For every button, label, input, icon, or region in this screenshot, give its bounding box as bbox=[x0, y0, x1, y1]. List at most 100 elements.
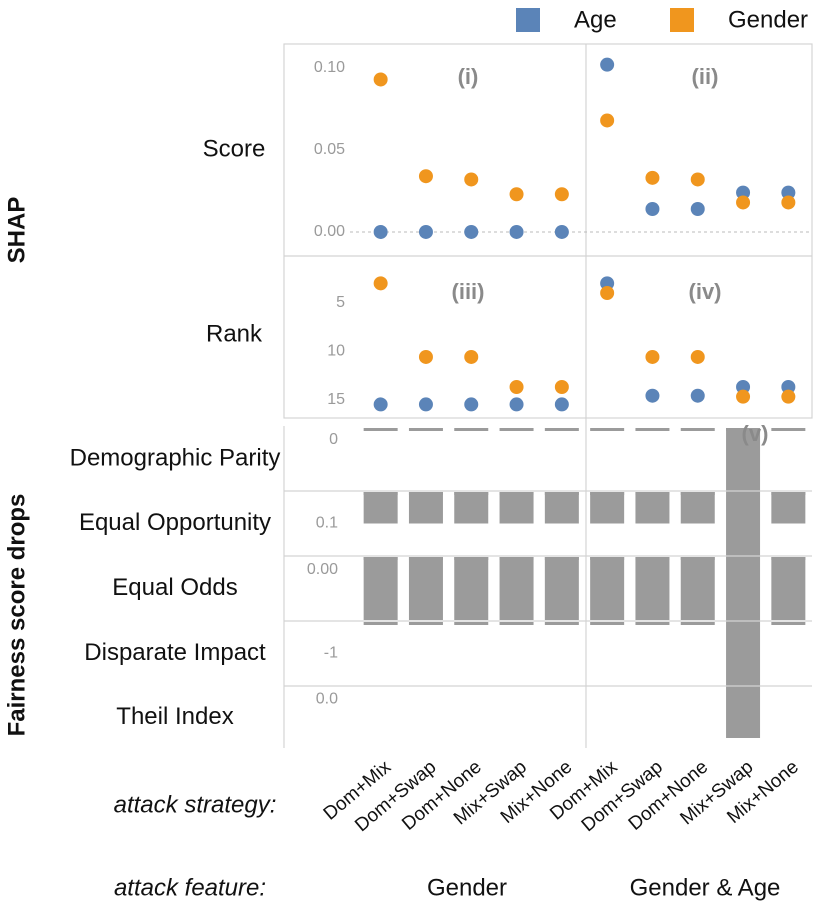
panel-label: (v) bbox=[742, 421, 769, 446]
point bbox=[781, 389, 796, 404]
point bbox=[690, 202, 705, 216]
bar-cap bbox=[680, 557, 715, 560]
y-axis-label: Rank bbox=[206, 320, 263, 347]
point bbox=[781, 195, 796, 210]
point bbox=[373, 72, 388, 87]
point bbox=[600, 276, 615, 291]
bar-cap bbox=[408, 622, 443, 625]
y-tick-label: 0.00 bbox=[307, 561, 338, 578]
y-tick-label: 0.05 bbox=[314, 141, 345, 158]
bar bbox=[680, 492, 715, 524]
point bbox=[509, 224, 524, 239]
bar-cap bbox=[635, 428, 670, 431]
point bbox=[645, 388, 660, 403]
point bbox=[509, 379, 524, 394]
bar-cap bbox=[363, 428, 398, 431]
bar-cap bbox=[363, 622, 398, 625]
bar-cap bbox=[726, 428, 761, 431]
bar-cap bbox=[635, 557, 670, 560]
bar-cap bbox=[363, 492, 398, 495]
bar bbox=[454, 492, 489, 524]
point bbox=[645, 170, 660, 185]
bar-cap bbox=[544, 492, 579, 495]
row-label: SHAP bbox=[3, 197, 30, 264]
metric-label: Equal Opportunity bbox=[79, 509, 271, 536]
bar bbox=[363, 557, 398, 620]
bar-cap bbox=[408, 428, 443, 431]
bar-cap bbox=[680, 492, 715, 495]
point bbox=[690, 349, 705, 364]
bar-cap bbox=[590, 622, 625, 625]
point bbox=[464, 397, 479, 412]
bar-cap bbox=[544, 557, 579, 560]
point bbox=[418, 224, 433, 239]
legend-swatch bbox=[516, 8, 540, 32]
bar-cap bbox=[499, 428, 534, 431]
feature-label: attack feature: bbox=[114, 874, 266, 901]
bar-cap bbox=[454, 622, 489, 625]
bar-cap bbox=[454, 428, 489, 431]
legend-swatch bbox=[670, 8, 694, 32]
point bbox=[600, 286, 615, 301]
bar-cap bbox=[680, 622, 715, 625]
point bbox=[600, 57, 615, 72]
bar bbox=[726, 428, 761, 738]
bar bbox=[635, 492, 670, 524]
point bbox=[736, 389, 751, 404]
point bbox=[418, 349, 433, 364]
strategy-label: attack strategy: bbox=[114, 791, 277, 818]
point bbox=[418, 397, 433, 412]
bar bbox=[771, 492, 806, 524]
bar-cap bbox=[635, 492, 670, 495]
point bbox=[736, 379, 751, 394]
bar-cap bbox=[771, 557, 806, 560]
bar bbox=[590, 492, 625, 524]
bar-cap bbox=[590, 557, 625, 560]
y-tick-label: 5 bbox=[336, 294, 345, 311]
bar bbox=[499, 557, 534, 620]
bar-cap bbox=[635, 622, 670, 625]
point bbox=[509, 397, 524, 412]
bar bbox=[635, 557, 670, 620]
bar bbox=[771, 557, 806, 620]
metric-label: Equal Odds bbox=[112, 574, 237, 601]
group-label: Gender bbox=[427, 874, 507, 901]
point bbox=[554, 187, 569, 202]
point bbox=[781, 185, 796, 200]
point bbox=[509, 187, 524, 202]
bar-cap bbox=[544, 622, 579, 625]
bar-cap bbox=[408, 557, 443, 560]
y-tick-label: 0.10 bbox=[314, 59, 345, 76]
metric-label: Demographic Parity bbox=[70, 444, 281, 471]
bar bbox=[680, 557, 715, 620]
y-tick-label: 0.00 bbox=[314, 223, 345, 240]
bar-cap bbox=[454, 492, 489, 495]
bar bbox=[499, 492, 534, 524]
point bbox=[418, 169, 433, 184]
bar bbox=[590, 557, 625, 620]
point bbox=[373, 224, 388, 239]
shap-frame bbox=[283, 43, 813, 419]
bar-cap bbox=[680, 428, 715, 431]
point bbox=[464, 349, 479, 364]
point bbox=[554, 379, 569, 394]
bar-cap bbox=[771, 428, 806, 431]
panel-label: (ii) bbox=[692, 64, 719, 89]
bar bbox=[408, 557, 443, 620]
bar-cap bbox=[499, 492, 534, 495]
bar bbox=[363, 492, 398, 524]
metric-label: Disparate Impact bbox=[84, 639, 266, 666]
y-axis-label: Score bbox=[203, 135, 266, 162]
group-label: Gender & Age bbox=[630, 874, 781, 901]
point bbox=[781, 379, 796, 394]
y-tick-label: -1 bbox=[324, 645, 338, 662]
point bbox=[736, 185, 751, 200]
bar bbox=[544, 492, 579, 524]
y-tick-label: 0.1 bbox=[316, 515, 338, 532]
bar-cap bbox=[454, 557, 489, 560]
point bbox=[645, 202, 660, 216]
y-tick-label: 15 bbox=[327, 391, 345, 408]
bar-cap bbox=[499, 557, 534, 560]
bar bbox=[408, 492, 443, 524]
